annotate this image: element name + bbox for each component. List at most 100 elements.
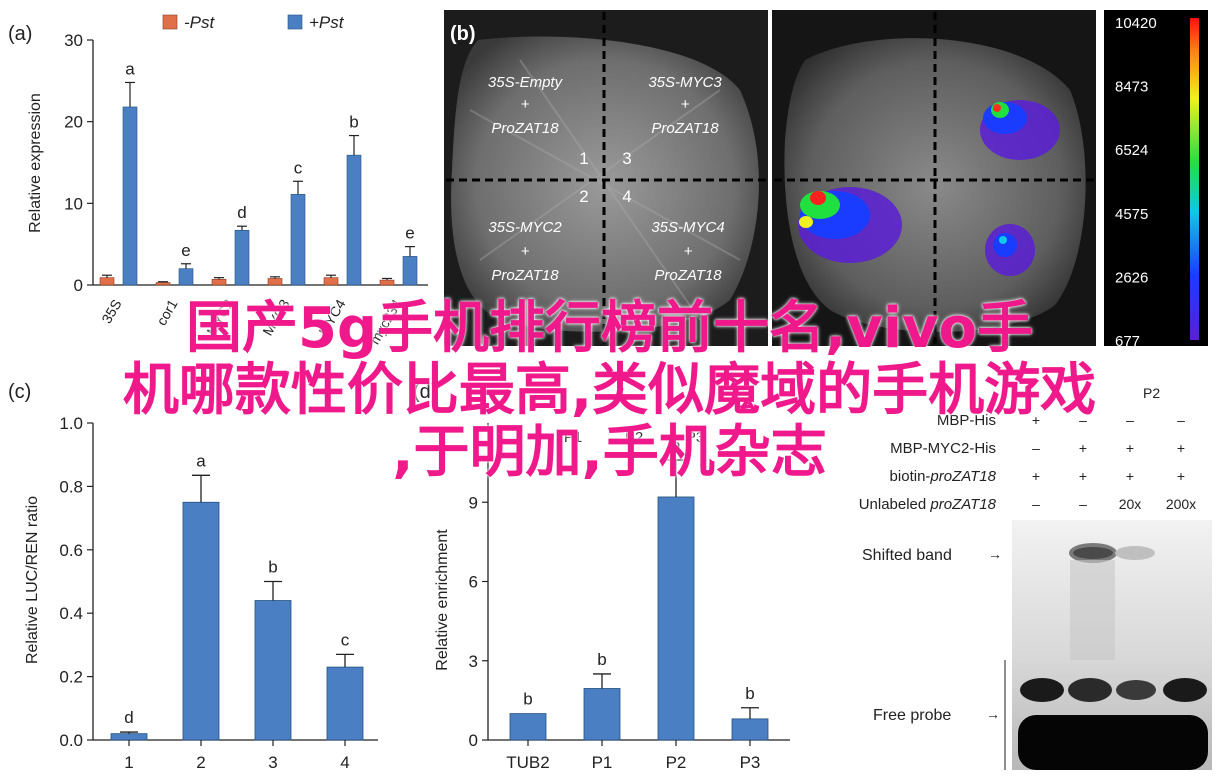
condition-value-2-0: + xyxy=(1032,468,1040,484)
bar-+Pst-MYC4 xyxy=(346,154,362,286)
quad-tl-line2: + xyxy=(521,96,530,113)
y-tick-label-2: 0.4 xyxy=(59,604,83,623)
shifted-band-label: Shifted band xyxy=(862,547,952,564)
shifted-band-lane3 xyxy=(1115,546,1155,560)
luminescence-signal xyxy=(798,100,1060,276)
condition-label-0: MBP-His xyxy=(937,412,996,429)
bar-TUB2 xyxy=(509,713,547,741)
y-tick-label-1: 10 xyxy=(64,194,83,213)
significance-letter-MYC3: c xyxy=(294,158,303,177)
condition-label-2: biotin-proZAT18 xyxy=(890,468,997,485)
condition-value-3-1: – xyxy=(1079,496,1087,512)
free-probe-arrow: → xyxy=(986,706,1000,722)
significance-letter-3: b xyxy=(268,558,277,577)
top-label-p1: P1 xyxy=(564,429,582,446)
y-tick-label-1: 3 xyxy=(469,652,478,671)
panel-b: (b) 35S-Empty + ProZAT18 35S-MYC3 + ProZ… xyxy=(444,10,1208,350)
bar-3 xyxy=(254,600,292,741)
panel-d-top-labels: P1 P2 P3 xyxy=(564,429,704,446)
bar--Pst-MYC3 xyxy=(267,278,283,286)
legend-plus-label: +Pst xyxy=(309,13,345,32)
x-tick-label-cor1: cor1 xyxy=(153,296,181,328)
bar--Pst-myc234 xyxy=(379,279,395,286)
bar-+Pst-MYC3 xyxy=(290,194,306,286)
y-tick-label-3: 9 xyxy=(469,493,478,512)
condition-label-3: Unlabeled proZAT18 xyxy=(859,496,997,513)
colorbar-tick-4: 2626 xyxy=(1115,269,1148,286)
x-tick-label-3: 3 xyxy=(268,753,277,772)
x-tick-label-P2: P2 xyxy=(666,753,687,772)
bar-P3 xyxy=(731,718,769,741)
significance-letter-P2: a xyxy=(671,436,681,455)
panel-e: P2 MBP-His + – – – MBP-MYC2-His – + + + biotin-pro… xyxy=(859,385,1212,770)
legend-minus-label: -Pst xyxy=(184,13,216,32)
y-axis-title: Relative enrichment xyxy=(434,529,451,671)
condition-value-0-3: – xyxy=(1177,412,1185,428)
condition-value-0-0: + xyxy=(1032,412,1040,428)
quad-br-line2: + xyxy=(684,243,693,260)
condition-value-3-2: 20x xyxy=(1119,496,1142,512)
y-axis-title: Relative expression xyxy=(27,93,44,233)
quad-bl-line2: + xyxy=(521,243,530,260)
bars: a e d c b e xyxy=(99,59,418,286)
condition-value-2-2: + xyxy=(1126,468,1134,484)
x-tick-label-2: 2 xyxy=(196,753,205,772)
y-ticks: 0.0 0.2 0.4 0.6 0.8 1.0 xyxy=(59,414,93,750)
panel-d: (d) P1 P2 P3 Relative enrichment 0 3 6 9 b T… xyxy=(413,381,790,772)
bars: d 1 a 2 b 3 c 4 xyxy=(110,451,364,772)
y-tick-label-4: 0.8 xyxy=(59,477,83,496)
y-tick-label-2: 20 xyxy=(64,113,83,132)
shifted-band-lane2-core xyxy=(1073,547,1113,559)
quad-tr-line3: ProZAT18 xyxy=(651,120,719,137)
significance-letter-2: a xyxy=(196,451,206,470)
quad-br-line3: ProZAT18 xyxy=(654,267,722,284)
bar--Pst-35S xyxy=(99,277,115,286)
x-tick-labels: 35S cor1 MYC2 MYC3 MYC4 myc234 xyxy=(98,296,404,347)
y-tick-label-3: 0.6 xyxy=(59,541,83,560)
significance-letter-TUB2: b xyxy=(523,690,532,709)
shifted-band-arrow: → xyxy=(988,546,1002,562)
panel-c-label: (c) xyxy=(8,381,31,403)
quad-num-4: 4 xyxy=(622,187,631,206)
top-label-p2: P2 xyxy=(625,429,643,446)
quad-num-2: 2 xyxy=(579,187,588,206)
quad-bl-line3: ProZAT18 xyxy=(491,267,559,284)
significance-letter-myc234: e xyxy=(405,224,414,243)
y-ticks: 0 3 6 9 xyxy=(469,493,488,750)
y-tick-label-0: 0.0 xyxy=(59,731,83,750)
bar--Pst-MYC2 xyxy=(211,278,227,286)
x-tick-label-35S: 35S xyxy=(98,297,124,327)
condition-value-0-2: – xyxy=(1126,412,1134,428)
significance-letter-35S: a xyxy=(125,59,135,78)
x-tick-label-myc234: myc234 xyxy=(366,296,404,347)
x-tick-label-MYC3: MYC3 xyxy=(259,296,292,338)
condition-value-1-1: + xyxy=(1079,440,1087,456)
quad-num-1: 1 xyxy=(579,149,588,168)
quad-tr-line1: 35S-MYC3 xyxy=(648,74,722,91)
colorbar-tick-1: 8473 xyxy=(1115,79,1148,96)
significance-letter-P3: b xyxy=(745,684,754,703)
x-tick-label-MYC2: MYC2 xyxy=(203,296,236,338)
y-tick-label-2: 6 xyxy=(469,573,478,592)
panel-c: (c) Relative LUC/REN ratio 0.00.20.40.60… xyxy=(8,381,378,772)
condition-label-1: MBP-MYC2-His xyxy=(890,440,996,457)
x-tick-label-TUB2: TUB2 xyxy=(506,753,549,772)
bar-2 xyxy=(182,501,220,741)
bar-+Pst-35S xyxy=(122,106,138,286)
y-tick-label-3: 30 xyxy=(64,31,83,50)
condition-value-3-3: 200x xyxy=(1166,496,1196,512)
bar-+Pst-MYC2 xyxy=(234,229,250,286)
bars: b TUB2 b P1 a P2 b P3 xyxy=(506,436,769,772)
panel-a: (a) -Pst +Pst Relative expression 0 10 20 3… xyxy=(8,13,428,347)
bar-P2 xyxy=(657,496,695,741)
condition-value-2-3: + xyxy=(1177,468,1185,484)
top-label-p3: P3 xyxy=(686,429,704,446)
panel-b-label: (b) xyxy=(450,23,476,45)
significance-letter-4: c xyxy=(341,630,350,649)
condition-value-1-0: – xyxy=(1032,440,1040,456)
quad-bl-line1: 35S-MYC2 xyxy=(488,219,562,236)
quad-num-3: 3 xyxy=(622,149,631,168)
colorbar-tick-0: 10420 xyxy=(1115,15,1157,32)
legend-minus-swatch xyxy=(162,14,178,30)
